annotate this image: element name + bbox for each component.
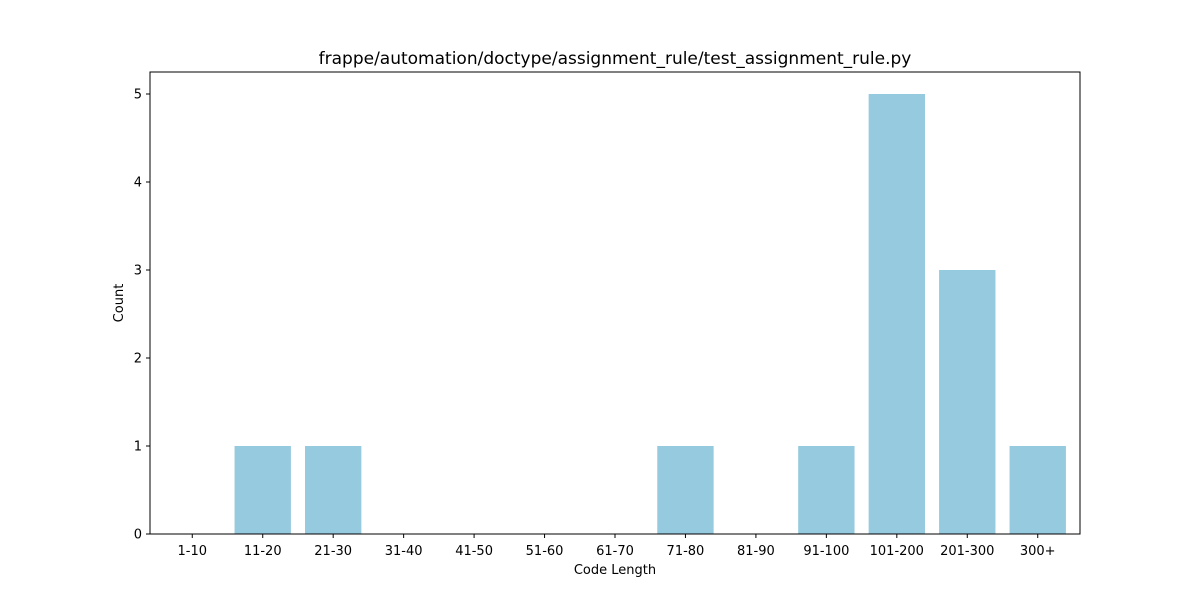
bar-101-200 <box>868 94 925 534</box>
x-tick-label: 81-90 <box>737 544 775 559</box>
bars-layer <box>234 94 1066 534</box>
x-tick-label: 201-300 <box>940 544 994 559</box>
x-tick-label: 41-50 <box>455 544 493 559</box>
x-tick-label: 31-40 <box>385 544 423 559</box>
y-axis: 0 1 2 3 4 5 <box>134 88 150 543</box>
y-tick-label: 5 <box>134 88 142 103</box>
y-tick-label: 1 <box>134 440 142 455</box>
x-axis-label: Code Length <box>574 563 656 578</box>
x-tick-label: 91-100 <box>803 544 849 559</box>
bar-11-20 <box>234 446 291 534</box>
y-tick-label: 0 <box>134 528 142 543</box>
x-tick-label: 101-200 <box>870 544 924 559</box>
x-tick-label: 11-20 <box>244 544 282 559</box>
bar-21-30 <box>305 446 362 534</box>
x-tick-label: 1-10 <box>178 544 208 559</box>
x-tick-label: 51-60 <box>526 544 564 559</box>
y-axis-label: Count <box>112 284 127 323</box>
bar-201-300 <box>939 270 996 534</box>
x-tick-label: 71-80 <box>667 544 705 559</box>
bar-91-100 <box>798 446 855 534</box>
x-tick-label: 300+ <box>1020 544 1056 559</box>
bar-71-80 <box>657 446 714 534</box>
y-tick-label: 4 <box>134 176 142 191</box>
x-tick-label: 61-70 <box>596 544 634 559</box>
chart-title: frappe/automation/doctype/assignment_rul… <box>319 49 912 69</box>
x-tick-label: 21-30 <box>314 544 352 559</box>
y-tick-label: 3 <box>134 264 142 279</box>
y-tick-label: 2 <box>134 352 142 367</box>
bar-300+ <box>1009 446 1066 534</box>
x-axis: 1-10 11-20 21-30 31-40 41-50 51-60 61-70 71-80 8… <box>178 534 1056 559</box>
